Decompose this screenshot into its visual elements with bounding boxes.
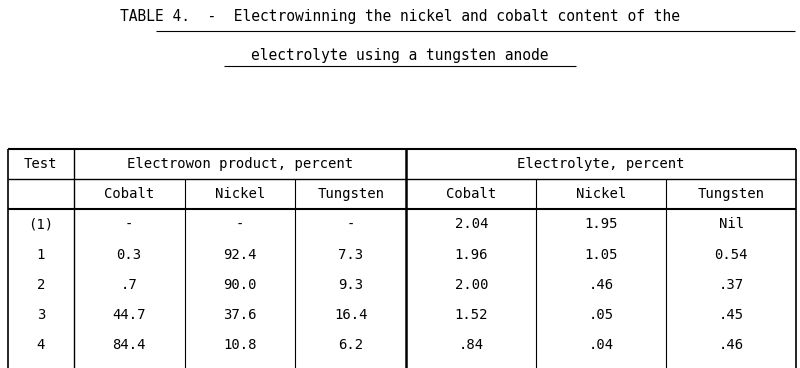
Text: 2.00: 2.00 (454, 278, 488, 292)
Text: 1: 1 (37, 248, 45, 262)
Text: 1.95: 1.95 (585, 217, 618, 231)
Text: -: - (236, 217, 244, 231)
Text: 4: 4 (37, 338, 45, 352)
Text: 1.52: 1.52 (454, 308, 488, 322)
Text: .45: .45 (718, 308, 744, 322)
Text: .7: .7 (121, 278, 138, 292)
Text: .46: .46 (718, 338, 744, 352)
Text: Nil: Nil (718, 217, 744, 231)
Text: 0.54: 0.54 (714, 248, 748, 262)
Text: Electrolyte, percent: Electrolyte, percent (518, 157, 685, 171)
Text: Nickel: Nickel (576, 187, 626, 201)
Text: 92.4: 92.4 (223, 248, 257, 262)
Text: .05: .05 (589, 308, 614, 322)
Text: 10.8: 10.8 (223, 338, 257, 352)
Text: .37: .37 (718, 278, 744, 292)
Text: 2.04: 2.04 (454, 217, 488, 231)
Text: (1): (1) (28, 217, 54, 231)
Text: electrolyte using a tungsten anode: electrolyte using a tungsten anode (251, 48, 549, 63)
Text: 9.3: 9.3 (338, 278, 363, 292)
Text: Tungsten: Tungsten (318, 187, 385, 201)
Text: 2: 2 (37, 278, 45, 292)
Text: Cobalt: Cobalt (104, 187, 154, 201)
Text: 16.4: 16.4 (334, 308, 368, 322)
Text: Nickel: Nickel (215, 187, 265, 201)
Text: 1.05: 1.05 (585, 248, 618, 262)
Text: .84: .84 (458, 338, 484, 352)
Text: 6.2: 6.2 (338, 338, 363, 352)
Text: 0.3: 0.3 (117, 248, 142, 262)
Text: 3: 3 (37, 308, 45, 322)
Text: TABLE 4.  -  Electrowinning the nickel and cobalt content of the: TABLE 4. - Electrowinning the nickel and… (120, 9, 680, 24)
Text: 37.6: 37.6 (223, 308, 257, 322)
Text: 84.4: 84.4 (112, 338, 146, 352)
Text: Cobalt: Cobalt (446, 187, 497, 201)
Text: 90.0: 90.0 (223, 278, 257, 292)
Text: -: - (346, 217, 355, 231)
Text: Test: Test (24, 157, 58, 171)
Text: 44.7: 44.7 (112, 308, 146, 322)
Text: Tungsten: Tungsten (698, 187, 765, 201)
Text: -: - (125, 217, 134, 231)
Text: 1.96: 1.96 (454, 248, 488, 262)
Text: .46: .46 (589, 278, 614, 292)
Text: Electrowon product, percent: Electrowon product, percent (127, 157, 353, 171)
Text: 7.3: 7.3 (338, 248, 363, 262)
Text: .04: .04 (589, 338, 614, 352)
